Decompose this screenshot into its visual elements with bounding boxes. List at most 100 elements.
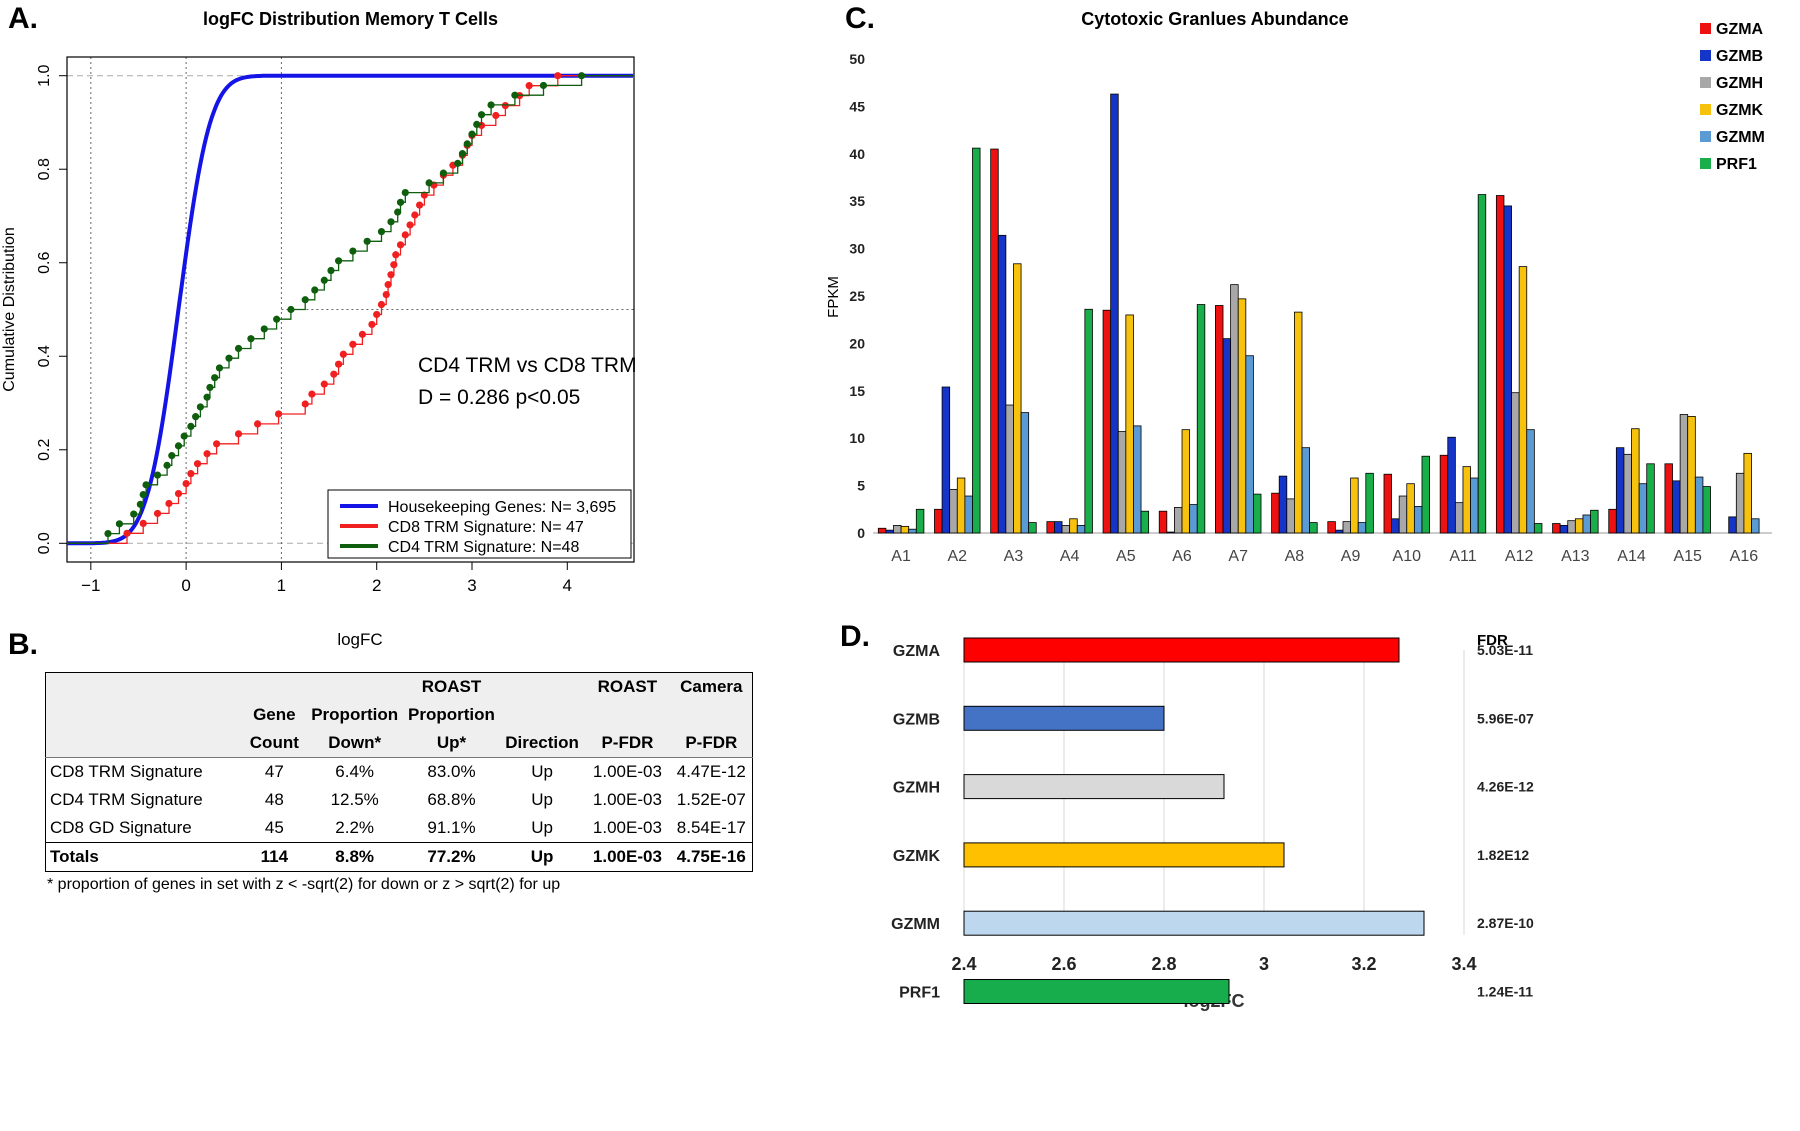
table-cell: [306, 672, 404, 701]
x-tick-label: A9: [1341, 548, 1361, 565]
table-cell: 48: [264, 790, 284, 809]
bar-gzma-a1: [877, 527, 887, 534]
bar-gzmh-a5: [1117, 431, 1127, 534]
bar-gzmh-a15: [1679, 414, 1689, 534]
cd8-trm-point: [390, 261, 398, 269]
x-axis-label: logFC: [337, 630, 382, 649]
bar-gzmm-a13: [1582, 514, 1591, 534]
fdr-value: 5.03E-11: [1477, 642, 1533, 658]
table-cell: CD8 GD Signature: [50, 818, 192, 837]
y-tick-label: 0.8: [36, 158, 53, 180]
bar-prf1-a1: [915, 508, 925, 534]
bar-gzmh-a6: [1174, 507, 1183, 534]
cd8-trm-point: [203, 450, 211, 458]
bar-gzmh-a13: [1567, 520, 1576, 534]
annotation-line-1: CD4 TRM vs CD8 TRM: [418, 354, 637, 377]
table-cell: 1.00E-03: [592, 818, 662, 837]
bar-gzmm-a2: [964, 495, 973, 534]
bar-prf1-a9: [1365, 472, 1374, 534]
housekeeping-cdf-line: [67, 73, 633, 546]
legend-swatch-prf1: [1700, 158, 1711, 169]
table-cell: 1.00E-03: [584, 842, 671, 872]
bar-gzma-a10: [1383, 473, 1392, 534]
bar-gzmm-a1: [908, 528, 917, 534]
table-cell: 12.5%: [330, 790, 379, 809]
cd8-trm-point: [525, 82, 533, 90]
cd8-trm-point: [387, 271, 395, 279]
bar-gzmm-a7: [1245, 355, 1254, 534]
table-cell: Up: [531, 790, 553, 809]
cd4-trm-point: [473, 120, 481, 129]
chart-a-frame: [66, 56, 635, 563]
bar-gzmh-a9: [1342, 521, 1351, 534]
y-tick-label: 20: [849, 335, 865, 351]
cd8-trm-point: [174, 489, 183, 498]
bar-gzmb-a8: [1278, 475, 1288, 534]
bar-gzmm-a15: [1694, 476, 1704, 534]
panel-letter-c: C.: [845, 2, 875, 35]
chart-a-ecdf: logFC Distribution Memory T Cells −1 0 1 2 3 4…: [1, 9, 637, 649]
cd8-trm-point: [334, 360, 343, 368]
cd4-trm-point: [153, 471, 162, 479]
cd4-trm-point: [458, 150, 467, 158]
cd4-trm-point: [180, 432, 188, 440]
x-tick-label: −1: [81, 576, 100, 595]
table-cell: 83.0%: [403, 757, 500, 786]
cd8-trm-point: [139, 519, 147, 527]
cd4-trm-point: [539, 81, 548, 90]
bar-gzmh-a1: [893, 525, 902, 534]
cd4-trm-point: [439, 169, 448, 177]
cd8-trm-point: [420, 191, 428, 199]
bar-gzmh-a2: [949, 488, 958, 534]
table-cell: CD8 TRM Signature: [45, 757, 243, 786]
cd4-trm-point: [174, 442, 183, 450]
y-tick-label: 0.4: [36, 345, 53, 367]
bar-gzmb-a11: [1447, 436, 1456, 534]
cd4-trm-point: [327, 266, 335, 275]
y-tick-label: 40: [849, 146, 865, 162]
legend-label: GZMK: [1716, 102, 1764, 119]
bar-gzmh-a4: [1061, 525, 1071, 534]
cd8-trm-point: [213, 440, 221, 448]
legend-label: GZMA: [1716, 21, 1764, 38]
bar-gzma-a3: [990, 148, 999, 534]
cd4-trm-point: [206, 383, 214, 392]
y-tick-label: 1.0: [36, 64, 53, 86]
y-tick-label: 5: [857, 478, 865, 494]
y-tick-label: 35: [849, 193, 865, 209]
cd8-trm-point: [396, 241, 405, 249]
y-tick-label: 0.2: [36, 439, 53, 461]
table-cell: Gene: [242, 701, 307, 729]
y-tick-label: GZMK: [893, 848, 941, 865]
cd4-trm-point: [139, 490, 147, 499]
cd4-trm-point: [104, 529, 112, 538]
cd4-trm-point: [192, 413, 200, 421]
chart-d-hbar: 2.42.62.833.23.4log2FCFDRGZMA5.03E-11GZM…: [891, 632, 1534, 1011]
bar-gzmk-a16: [1743, 452, 1752, 534]
cd8-trm-point: [187, 470, 195, 478]
cd8-trm-point: [384, 281, 392, 289]
bar-gzmb-a12: [1503, 205, 1512, 534]
bar-gzmh-a16: [1735, 472, 1745, 534]
panel-letter-b: B.: [8, 628, 38, 661]
legend-label: CD8 TRM Signature: N= 47: [388, 519, 584, 536]
fdr-value: 4.26E-12: [1477, 779, 1534, 795]
bar-gzmk: [963, 842, 1285, 868]
legend-label: Housekeeping Genes: N= 3,695: [388, 499, 616, 516]
cd4-trm-point: [203, 393, 211, 401]
cd8-trm-point: [165, 499, 173, 508]
bar-gzma-a2: [934, 508, 943, 534]
bar-gzma-a7: [1215, 305, 1224, 534]
y-tick-label: 25: [849, 288, 865, 304]
bar-gzmh-a11: [1454, 502, 1464, 534]
y-axis-label: FPKM: [825, 276, 842, 318]
annotation-line-2: D = 0.286 p<0.05: [418, 386, 580, 409]
table-cell: CD4 TRM Signature: [50, 790, 203, 809]
table-cell: [499, 672, 585, 701]
cd8-trm-point: [123, 529, 131, 537]
bar-gzmb-a5: [1110, 93, 1119, 534]
cd8-trm-point: [411, 211, 419, 219]
table-cell: [670, 701, 753, 729]
cd4-trm-point: [136, 500, 144, 508]
cd4-trm-point: [215, 364, 224, 372]
